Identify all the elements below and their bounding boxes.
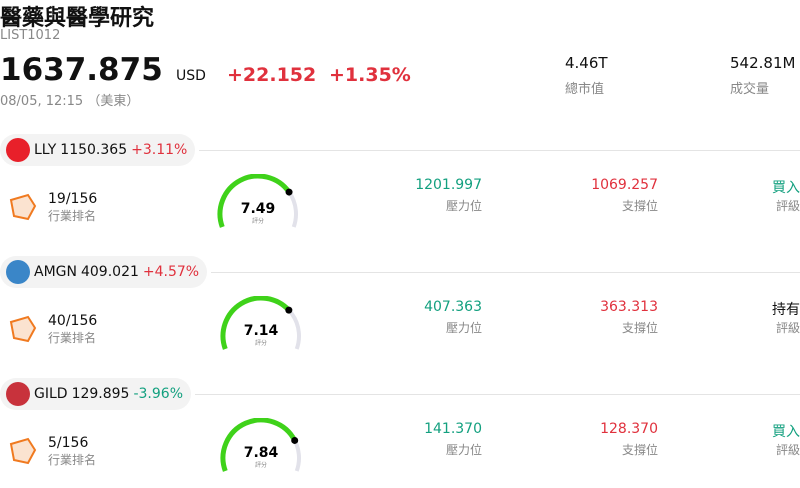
rating: 買入: [772, 424, 800, 440]
stat-label: 總市值: [565, 82, 605, 97]
rank-label: 行業排名: [48, 331, 97, 345]
score-label: 評分: [252, 217, 264, 225]
change: +22.152: [227, 64, 317, 86]
score: 7.84: [244, 445, 279, 461]
support: 363.313: [600, 299, 658, 315]
separator: [211, 272, 800, 273]
price: 1637.875: [0, 52, 163, 88]
stock-pill[interactable]: AMGN 409.021 +4.57%: [0, 256, 208, 288]
ticker: AMGN: [34, 264, 77, 280]
time: 08/05, 12:15 （美東）: [0, 94, 140, 109]
rank-icon: [9, 315, 37, 343]
support-label: 支撐位: [621, 443, 658, 457]
support: 1069.257: [591, 177, 658, 193]
stock-pill[interactable]: LLY 1150.365 +3.11%: [0, 134, 196, 166]
stat-value: 4.46T: [565, 54, 608, 72]
code: LIST1012: [0, 28, 61, 43]
rank: 5/156: [48, 435, 89, 451]
currency: USD: [176, 68, 206, 84]
gauge-fill: [220, 296, 291, 350]
gauge-dot: [291, 436, 299, 444]
separator: [195, 394, 800, 395]
stock-pill[interactable]: GILD 129.895 -3.96%: [0, 378, 191, 410]
resistance: 141.370: [424, 421, 482, 437]
stat-value: 542.81M: [730, 54, 796, 72]
title: 醫藥與醫學研究: [0, 6, 155, 31]
resistance-label: 壓力位: [445, 443, 482, 457]
stock-price: 129.895: [71, 386, 130, 402]
score: 7.14: [244, 323, 279, 339]
rank-label: 行業排名: [48, 209, 97, 223]
score-label: 評分: [255, 339, 267, 347]
resistance: 1201.997: [415, 177, 482, 193]
rating: 持有: [772, 302, 800, 318]
ticker: LLY: [34, 142, 57, 158]
rank: 19/156: [48, 191, 98, 207]
stock-logo: [6, 138, 30, 162]
rank-icon-shape: [9, 315, 37, 343]
gauge-fill: [217, 174, 292, 228]
rank-icon-shape: [9, 193, 37, 221]
gauge-fill: [220, 418, 297, 472]
rating: 買入: [772, 180, 800, 196]
rank: 40/156: [48, 313, 98, 329]
score-label: 評分: [255, 461, 267, 469]
resistance-label: 壓力位: [445, 199, 482, 213]
stock-change: -3.96%: [133, 386, 183, 402]
rank-icon: [9, 437, 37, 465]
score: 7.49: [241, 201, 276, 217]
separator: [199, 150, 800, 151]
stock-price: 409.021: [80, 264, 139, 280]
change-pct: +1.35%: [329, 64, 411, 86]
stock-logo: [6, 260, 30, 284]
rank-label: 行業排名: [48, 453, 97, 467]
gauge-dot: [285, 188, 293, 196]
stat-label: 成交量: [730, 82, 770, 97]
stock-change: +3.11%: [131, 142, 188, 158]
rank-icon: [9, 193, 37, 221]
rank-icon-shape: [9, 437, 37, 465]
support: 128.370: [600, 421, 658, 437]
gauge-dot: [285, 306, 293, 314]
stock-price: 1150.365: [60, 142, 128, 158]
rating-label: 評級: [775, 443, 800, 457]
resistance: 407.363: [424, 299, 482, 315]
support-label: 支撐位: [621, 321, 658, 335]
ticker: GILD: [34, 386, 68, 402]
rating-label: 評級: [775, 321, 800, 335]
resistance-label: 壓力位: [445, 321, 482, 335]
support-label: 支撐位: [621, 199, 658, 213]
rating-label: 評級: [775, 199, 800, 213]
stock-change: +4.57%: [142, 264, 200, 280]
stock-logo: [6, 382, 30, 406]
